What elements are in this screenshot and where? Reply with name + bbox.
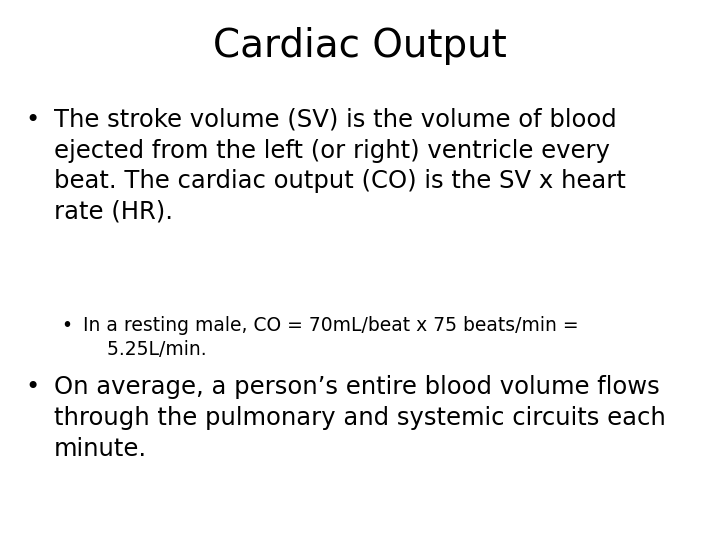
- Text: In a resting male, CO = 70mL/beat x 75 beats/min =
    5.25L/min.: In a resting male, CO = 70mL/beat x 75 b…: [83, 316, 578, 359]
- Text: •: •: [61, 316, 72, 335]
- Text: •: •: [25, 375, 40, 399]
- Text: Cardiac Output: Cardiac Output: [213, 27, 507, 65]
- Text: On average, a person’s entire blood volume flows
through the pulmonary and syste: On average, a person’s entire blood volu…: [54, 375, 666, 461]
- Text: •: •: [25, 108, 40, 132]
- Text: The stroke volume (SV) is the volume of blood
ejected from the left (or right) v: The stroke volume (SV) is the volume of …: [54, 108, 626, 224]
